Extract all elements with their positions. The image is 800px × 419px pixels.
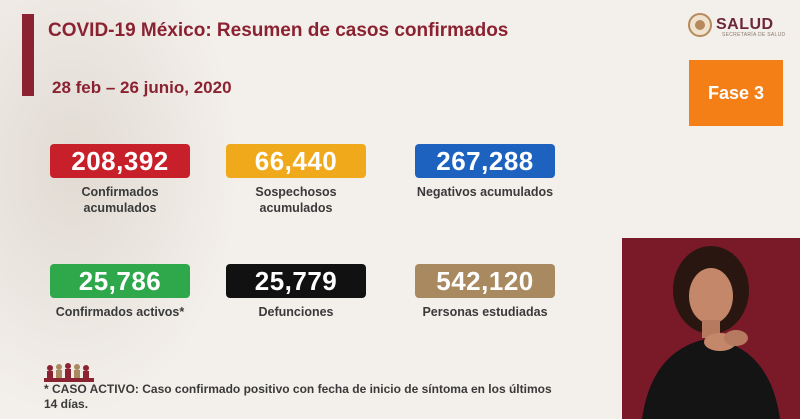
title-accent-bar — [22, 14, 34, 96]
stat-defunciones: 25,779 Defunciones — [226, 264, 366, 320]
seal-icon — [688, 13, 712, 37]
logo-subtext: SECRETARÍA DE SALUD — [722, 32, 786, 38]
stat-label: Sospechosos acumulados — [255, 185, 337, 215]
stat-value: 208,392 — [50, 144, 190, 178]
stat-value: 66,440 — [226, 144, 366, 178]
stat-label: Confirmados activos* — [55, 305, 185, 319]
stat-confirmados-activos: 25,786 Confirmados activos* — [50, 264, 190, 320]
stat-negativos-acumulados: 267,288 Negativos acumulados — [415, 144, 555, 200]
sign-language-interpreter-video — [622, 238, 800, 419]
salud-logo: SALUD — [688, 10, 774, 40]
stat-confirmados-acumulados: 208,392 Confirmados acumulados — [50, 144, 190, 216]
stat-personas-estudiadas: 542,120 Personas estudiadas — [415, 264, 555, 320]
stat-label: Personas estudiadas — [422, 305, 548, 319]
interpreter-figure-icon — [642, 246, 780, 419]
stat-value: 542,120 — [415, 264, 555, 298]
stat-value: 267,288 — [415, 144, 555, 178]
crowd-illustration-icon — [44, 363, 94, 382]
stat-label: Defunciones — [258, 305, 334, 319]
page-title: COVID-19 México: Resumen de casos confir… — [48, 20, 509, 41]
stat-label: Negativos acumulados — [416, 185, 554, 199]
stat-value: 25,779 — [226, 264, 366, 298]
logo-text: SALUD — [716, 16, 774, 33]
date-range: 28 feb – 26 junio, 2020 — [52, 78, 232, 97]
stat-value: 25,786 — [50, 264, 190, 298]
footnote: * CASO ACTIVO: Caso confirmado positivo … — [44, 382, 552, 411]
stat-sospechosos-acumulados: 66,440 Sospechosos acumulados — [226, 144, 366, 216]
phase-badge: Fase 3 — [689, 60, 783, 126]
background-pattern — [0, 0, 240, 419]
stat-label: Confirmados acumulados — [81, 185, 159, 215]
